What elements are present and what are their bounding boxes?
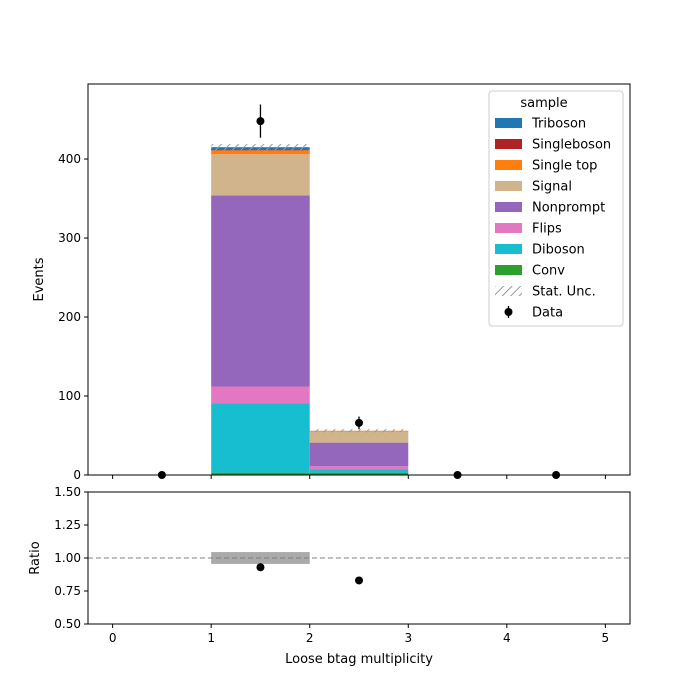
main-y-ticks: 0 100 200 300 400 [58, 152, 88, 482]
x-axis-label: Loose btag multiplicity [285, 652, 433, 667]
legend-item-singleboson: Singleboson [495, 138, 611, 153]
stat-unc-bin-2 [309, 429, 409, 433]
legend-swatch-diboson [495, 244, 522, 254]
y-tick-label-200: 200 [58, 310, 81, 324]
legend-label-nonprompt: Nonprompt [532, 201, 605, 216]
y-tick-label-0: 0 [73, 468, 81, 482]
main-axes-frame [87, 83, 631, 476]
x-tick-label-5: 5 [602, 631, 610, 645]
ratio-y-tick-label-1.50: 1.50 [54, 485, 81, 499]
x-tick-label-0: 0 [109, 631, 117, 645]
stacked-bars [211, 147, 409, 475]
legend-label-singleboson: Singleboson [532, 138, 611, 153]
main-x-ticks [112, 475, 606, 479]
legend-item-single-top: Single top [495, 159, 597, 174]
x-tick-label-1: 1 [207, 631, 215, 645]
legend-item-diboson: Diboson [495, 243, 585, 258]
legend-label-data: Data [532, 306, 563, 321]
stat-unc-bin-1 [211, 144, 310, 151]
bar-conv-bin-2 [309, 472, 409, 475]
data-point-1 [256, 117, 265, 126]
ratio-point-1 [355, 576, 363, 585]
y-axis-label: Events [32, 257, 47, 301]
legend-swatch-nonprompt [495, 202, 522, 212]
ratio-y-tick-label-0.50: 0.50 [54, 617, 81, 631]
legend-label-flips: Flips [532, 222, 562, 237]
legend-title: sample [520, 96, 567, 111]
legend-label-triboson: Triboson [531, 117, 586, 132]
bar-flips-bin-2 [309, 466, 409, 470]
y-tick-label-400: 400 [58, 152, 81, 166]
bar-nonprompt-bin-2 [309, 442, 409, 467]
legend-label-diboson: Diboson [532, 243, 585, 258]
legend-swatch-flips [495, 223, 522, 233]
legend-item-data: Data [504, 306, 563, 321]
ratio-point-0 [256, 563, 265, 572]
x-tick-label-3: 3 [404, 631, 412, 645]
ratio-y-tick-label-1.00: 1.00 [54, 551, 81, 565]
legend-item-triboson: Triboson [495, 117, 586, 132]
legend-item-conv: Conv [495, 264, 565, 279]
legend: sample Triboson Singleboson Single top Sign… [488, 90, 624, 327]
bar-signal-bin-1 [211, 154, 310, 196]
legend-swatch-triboson [495, 118, 522, 128]
legend-label-conv: Conv [532, 264, 565, 279]
ratio-points [256, 563, 363, 585]
legend-item-nonprompt: Nonprompt [495, 201, 605, 216]
x-tick-label-4: 4 [503, 631, 511, 645]
legend-label-stat-unc-: Stat. Unc. [532, 285, 596, 300]
legend-box [488, 90, 624, 327]
bar-single-top-bin-1 [211, 150, 310, 155]
ratio-panel: 0.50 0.75 1.00 1.25 1.50 0 1 2 3 4 5 Ratio Loose … [28, 485, 631, 667]
y-tick-label-300: 300 [58, 231, 81, 245]
x-tick-label-2: 2 [306, 631, 314, 645]
data-point-2 [355, 418, 363, 427]
legend-label-signal: Signal [532, 180, 572, 195]
legend-swatch-singleboson [495, 139, 522, 149]
legend-swatch-single-top [495, 160, 522, 170]
legend-swatch-stat-unc- [495, 286, 522, 296]
legend-swatch-conv [495, 265, 522, 275]
legend-marker-data [504, 308, 513, 316]
bar-conv-bin-1 [211, 472, 310, 475]
ratio-y-tick-label-0.75: 0.75 [54, 584, 81, 598]
bar-diboson-bin-1 [211, 403, 310, 473]
bar-signal-bin-2 [309, 431, 409, 443]
stat-uncertainty-bands [211, 144, 409, 433]
ratio-y-ticks: 0.50 0.75 1.00 1.25 1.50 [54, 485, 88, 631]
ratio-x-ticks: 0 1 2 3 4 5 [109, 624, 609, 645]
bar-diboson-bin-2 [309, 469, 409, 473]
main-panel: 0 100 200 300 400 Events [32, 83, 631, 482]
ratio-y-axis-label: Ratio [28, 541, 43, 574]
y-tick-label-100: 100 [58, 389, 81, 403]
bar-flips-bin-1 [211, 386, 310, 404]
legend-item-stat-unc-: Stat. Unc. [495, 285, 596, 300]
bar-nonprompt-bin-1 [211, 195, 310, 387]
legend-item-flips: Flips [495, 222, 562, 237]
legend-swatch-signal [495, 181, 522, 191]
legend-item-signal: Signal [495, 180, 572, 195]
ratio-y-tick-label-1.25: 1.25 [54, 518, 81, 532]
legend-label-single-top: Single top [532, 159, 597, 174]
